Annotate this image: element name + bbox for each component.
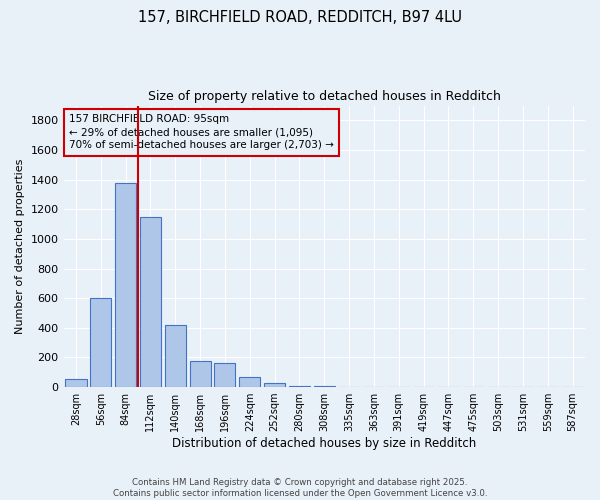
Text: 157 BIRCHFIELD ROAD: 95sqm
← 29% of detached houses are smaller (1,095)
70% of s: 157 BIRCHFIELD ROAD: 95sqm ← 29% of deta… (69, 114, 334, 150)
Text: Contains HM Land Registry data © Crown copyright and database right 2025.
Contai: Contains HM Land Registry data © Crown c… (113, 478, 487, 498)
Bar (289, 386, 310, 387)
Bar (90, 298, 112, 387)
Bar (190, 361, 211, 387)
Y-axis label: Number of detached properties: Number of detached properties (15, 158, 25, 334)
Bar (314, 386, 335, 387)
Bar (214, 362, 235, 387)
Bar (65, 379, 86, 387)
Bar (239, 378, 260, 387)
X-axis label: Distribution of detached houses by size in Redditch: Distribution of detached houses by size … (172, 437, 476, 450)
Text: 157, BIRCHFIELD ROAD, REDDITCH, B97 4LU: 157, BIRCHFIELD ROAD, REDDITCH, B97 4LU (138, 10, 462, 25)
Bar (140, 216, 161, 387)
Title: Size of property relative to detached houses in Redditch: Size of property relative to detached ho… (148, 90, 501, 103)
Bar (165, 325, 186, 387)
Bar (115, 182, 136, 387)
Bar (264, 382, 285, 387)
